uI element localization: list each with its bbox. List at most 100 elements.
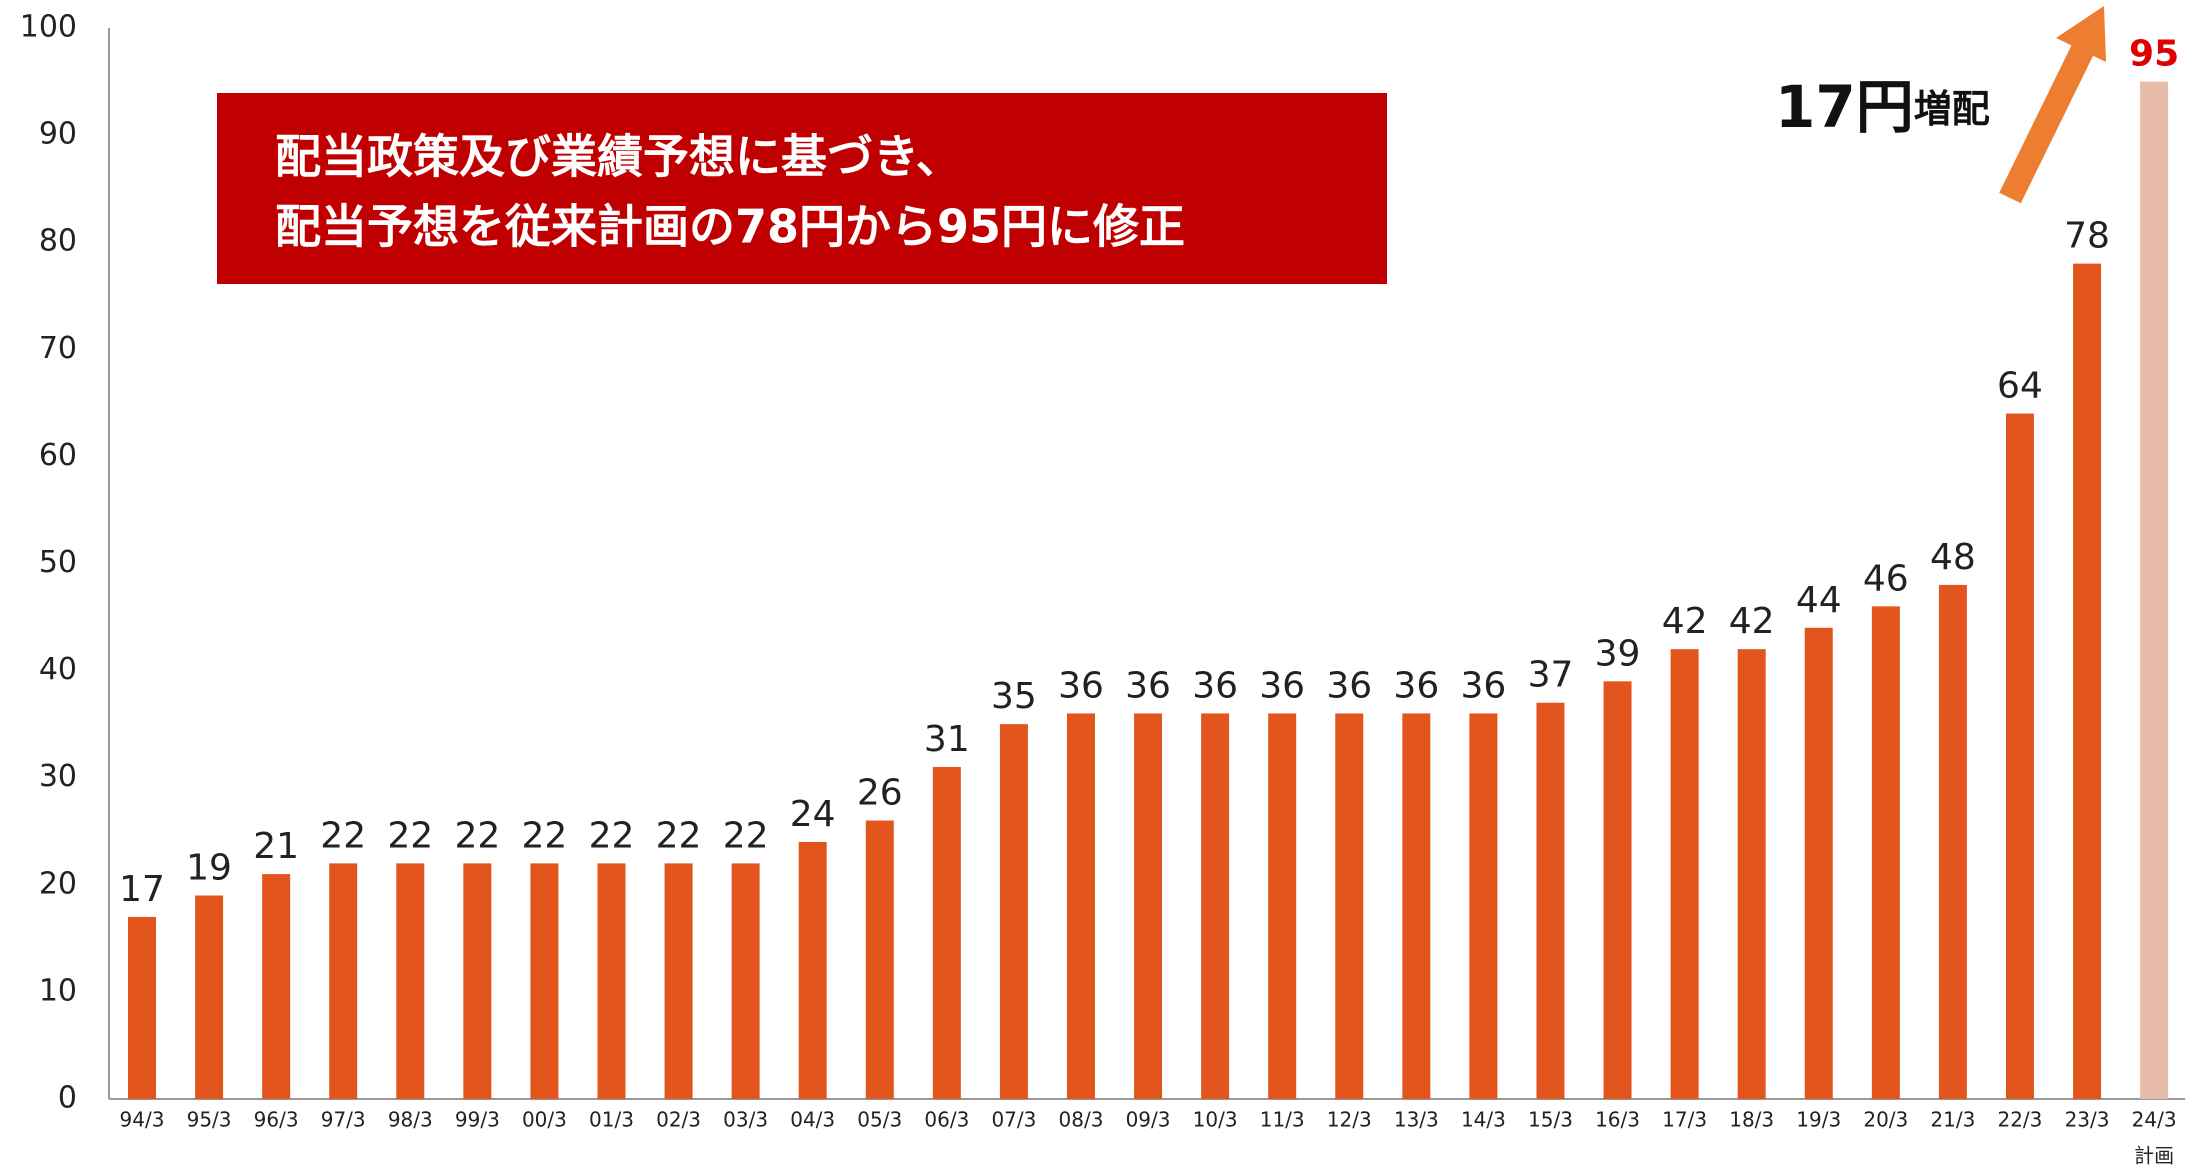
x-tick-label: 17/3: [1662, 1108, 1707, 1132]
value-label: 36: [1460, 665, 1506, 706]
bar: [2005, 413, 2034, 1099]
x-tick-label: 12/3: [1327, 1108, 1372, 1132]
value-label: 44: [1796, 580, 1842, 621]
bar: [597, 863, 626, 1099]
value-label: 36: [1326, 665, 1372, 706]
bar: [1871, 606, 1900, 1099]
x-tick-note: 計画: [2134, 1144, 2174, 1168]
value-label: 78: [2064, 216, 2110, 257]
value-label: 36: [1058, 665, 1104, 706]
bar: [1536, 702, 1565, 1099]
value-label: 22: [522, 815, 568, 856]
x-tick-label: 19/3: [1796, 1108, 1841, 1132]
y-tick-label: 70: [39, 331, 77, 366]
bar: [195, 895, 224, 1099]
value-label: 26: [857, 773, 903, 814]
value-label: 24: [790, 794, 836, 835]
value-label: 48: [1930, 537, 1976, 578]
value-label: 36: [1192, 665, 1238, 706]
x-tick-label: 96/3: [254, 1108, 299, 1132]
bar: [798, 841, 827, 1099]
x-tick-label: 15/3: [1528, 1108, 1573, 1132]
arrow-head: [2056, 6, 2106, 62]
y-tick-label: 40: [39, 652, 77, 687]
arrow-shaft: [1999, 39, 2096, 204]
x-tick-label: 04/3: [790, 1108, 835, 1132]
value-label: 36: [1125, 665, 1171, 706]
x-tick-label: 24/3: [2132, 1108, 2177, 1132]
bar: [1066, 713, 1095, 1099]
x-tick-label: 10/3: [1193, 1108, 1238, 1132]
x-tick-label: 11/3: [1260, 1108, 1305, 1132]
x-tick-label: 01/3: [589, 1108, 634, 1132]
value-label: 22: [589, 815, 635, 856]
value-label: 19: [186, 848, 232, 889]
callout-line: 配当政策及び業績予想に基づき、: [275, 130, 962, 184]
x-tick-label: 03/3: [723, 1108, 768, 1132]
x-tick-label: 06/3: [924, 1108, 969, 1132]
x-tick-label: 16/3: [1595, 1108, 1640, 1132]
value-label: 42: [1729, 601, 1775, 642]
bar: [664, 863, 693, 1099]
value-label: 22: [387, 815, 433, 856]
x-tick-label: 94/3: [120, 1108, 165, 1132]
x-tick-label: 07/3: [991, 1108, 1036, 1132]
x-tick-label: 98/3: [388, 1108, 433, 1132]
bar: [1603, 681, 1632, 1099]
bar: [396, 863, 425, 1099]
x-tick-label: 21/3: [1930, 1108, 1975, 1132]
increase-suffix: 増配: [1914, 87, 1990, 131]
bar: [262, 874, 291, 1099]
x-tick-label: 05/3: [857, 1108, 902, 1132]
y-tick-label: 10: [39, 973, 77, 1008]
value-label: 36: [1259, 665, 1305, 706]
x-tick-label: 99/3: [455, 1108, 500, 1132]
bar: [999, 724, 1028, 1099]
value-label: 22: [723, 815, 769, 856]
bar: [1268, 713, 1297, 1099]
bar: [1134, 713, 1163, 1099]
bar: [932, 766, 961, 1099]
bar: [1402, 713, 1431, 1099]
value-label: 95: [2129, 34, 2179, 75]
value-label: 39: [1595, 633, 1641, 674]
bar: [1737, 649, 1766, 1099]
bar: [2073, 263, 2102, 1099]
x-tick-label: 97/3: [321, 1108, 366, 1132]
y-tick-label: 30: [39, 759, 77, 794]
bar: [1201, 713, 1230, 1099]
value-label: 22: [454, 815, 500, 856]
bar: [329, 863, 358, 1099]
x-tick-label: 14/3: [1461, 1108, 1506, 1132]
value-label: 37: [1528, 655, 1574, 696]
x-tick-label: 95/3: [187, 1108, 232, 1132]
x-tick-label: 18/3: [1729, 1108, 1774, 1132]
y-tick-label: 50: [39, 545, 77, 580]
increase-amount: 17円: [1775, 73, 1914, 141]
bar: [128, 916, 156, 1099]
bar: [530, 863, 559, 1099]
value-label: 36: [1393, 665, 1439, 706]
bar: [1469, 713, 1498, 1099]
value-label: 17: [119, 869, 165, 910]
x-tick-label: 22/3: [1997, 1108, 2042, 1132]
x-tick-label: 02/3: [656, 1108, 701, 1132]
x-tick-label: 13/3: [1394, 1108, 1439, 1132]
value-label: 42: [1662, 601, 1708, 642]
bar: [1670, 649, 1699, 1099]
value-label: 31: [924, 719, 970, 760]
y-tick-label: 0: [58, 1081, 77, 1116]
bar: [731, 863, 760, 1099]
x-tick-label: 00/3: [522, 1108, 567, 1132]
value-label: 64: [1997, 366, 2043, 407]
bar: [1335, 713, 1364, 1099]
y-tick-label: 90: [39, 117, 77, 152]
y-tick-label: 20: [39, 866, 77, 901]
bar: [1938, 584, 1967, 1099]
y-tick-label: 80: [39, 224, 77, 259]
increase-label: 17円増配: [1775, 73, 1990, 141]
value-label: 35: [991, 676, 1037, 717]
y-tick-label: 60: [39, 438, 77, 473]
value-label: 46: [1863, 558, 1909, 599]
